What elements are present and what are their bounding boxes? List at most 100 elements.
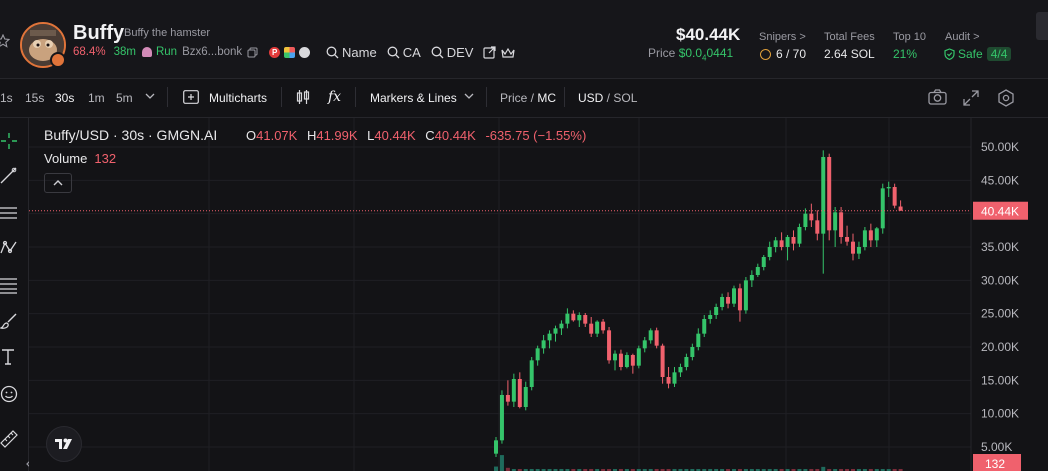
interval-1s[interactable]: 1s bbox=[0, 91, 13, 105]
volume-bar bbox=[517, 469, 522, 471]
markers-dropdown-chevron-icon[interactable] bbox=[464, 93, 474, 100]
candle-body bbox=[749, 275, 754, 281]
candle-body bbox=[714, 307, 719, 315]
price-label: Price bbox=[648, 46, 676, 60]
shield-check-icon bbox=[944, 48, 955, 60]
candle-body bbox=[666, 377, 671, 384]
interval-30s[interactable]: 30s bbox=[55, 91, 75, 105]
volume-bar bbox=[767, 469, 772, 471]
candle-body bbox=[505, 395, 510, 402]
interval-1m[interactable]: 1m bbox=[88, 91, 105, 105]
multicharts-button[interactable]: Multicharts bbox=[209, 91, 268, 105]
candle-body bbox=[499, 395, 504, 441]
snipers-value: 6 / 70 bbox=[776, 47, 807, 61]
price-chart[interactable]: 50.00K45.00K40.00K35.00K30.00K25.00K20.0… bbox=[29, 118, 1048, 471]
price-toggle-option[interactable]: Price bbox=[500, 91, 528, 105]
emoji-icon[interactable] bbox=[0, 385, 18, 403]
candle-body bbox=[726, 297, 731, 304]
trend-line-icon[interactable] bbox=[0, 166, 18, 184]
volume-bar bbox=[559, 469, 564, 471]
last-volume-tag bbox=[973, 454, 1021, 471]
last-price-tag bbox=[973, 201, 1028, 220]
volume-bar bbox=[494, 466, 498, 471]
volume-bar bbox=[732, 469, 736, 471]
pinterest-icon[interactable]: P bbox=[269, 46, 281, 58]
search-name-link[interactable]: Name bbox=[342, 45, 377, 60]
fullscreen-icon[interactable] bbox=[963, 90, 979, 106]
candle-body bbox=[565, 313, 570, 324]
candles-style-icon[interactable] bbox=[296, 89, 310, 105]
brush-icon[interactable] bbox=[0, 312, 18, 330]
y-axis-tick-label: 15.00K bbox=[981, 373, 1019, 387]
tradingview-logo-icon[interactable] bbox=[46, 426, 82, 462]
crown-icon[interactable] bbox=[501, 47, 516, 59]
interval-dropdown-chevron-icon[interactable] bbox=[145, 93, 155, 100]
copy-icon[interactable] bbox=[247, 47, 258, 58]
multicharts-icon[interactable] bbox=[183, 90, 199, 104]
volume-bar bbox=[785, 469, 790, 471]
interval-15s[interactable]: 15s bbox=[25, 91, 45, 105]
volume-bar bbox=[583, 469, 588, 471]
fib-retracement-icon[interactable] bbox=[0, 276, 18, 294]
panel-toggle-handle[interactable] bbox=[1036, 12, 1048, 40]
volume-bar bbox=[601, 469, 606, 471]
volume-bar bbox=[571, 469, 576, 471]
candle-body bbox=[648, 330, 653, 341]
multi-link-icon[interactable] bbox=[284, 46, 296, 58]
volume-bar bbox=[737, 469, 742, 471]
candle-body bbox=[720, 297, 725, 307]
snipers-label[interactable]: Snipers > bbox=[759, 31, 806, 43]
external-link-icon[interactable] bbox=[483, 46, 497, 59]
price-mc-toggle[interactable]: Price / MC bbox=[500, 91, 557, 105]
text-tool-icon[interactable] bbox=[0, 348, 18, 366]
ohlc-high-value: 41.99K bbox=[316, 128, 358, 143]
candle-body bbox=[529, 360, 534, 387]
candle-body bbox=[511, 379, 516, 402]
contract-address[interactable]: Bzx6...bonk bbox=[182, 46, 243, 58]
collapse-legend-button[interactable] bbox=[44, 173, 72, 193]
candle-body bbox=[642, 340, 647, 349]
crosshair-icon[interactable] bbox=[0, 132, 18, 150]
horizontal-lines-icon[interactable] bbox=[0, 204, 18, 222]
price-change: 68.4% bbox=[73, 46, 106, 58]
volume-bar bbox=[648, 469, 653, 471]
candle-body bbox=[845, 237, 850, 242]
audit-label[interactable]: Audit > bbox=[945, 31, 980, 43]
currency-toggle[interactable]: USD / SOL bbox=[578, 91, 638, 105]
platform-label: Run bbox=[155, 46, 178, 58]
ruler-icon[interactable] bbox=[0, 430, 18, 448]
interval-5m[interactable]: 5m bbox=[116, 91, 133, 105]
y-axis-tick-label: 5.00K bbox=[981, 440, 1012, 454]
pattern-icon[interactable] bbox=[0, 239, 18, 257]
volume-bar bbox=[803, 469, 808, 471]
volume-bar bbox=[684, 469, 689, 471]
volume-bar bbox=[898, 469, 903, 471]
volume-bar bbox=[833, 469, 838, 471]
volume-bar bbox=[565, 469, 570, 471]
search-dev-link[interactable]: DEV bbox=[446, 45, 474, 60]
volume-bar bbox=[529, 469, 534, 471]
search-ca-link[interactable]: CA bbox=[402, 45, 421, 60]
candle-body bbox=[892, 187, 897, 206]
menu-circle-icon[interactable] bbox=[299, 46, 311, 58]
sol-toggle-option[interactable]: SOL bbox=[613, 91, 638, 105]
toolbar-divider bbox=[486, 87, 487, 107]
favorite-star-icon[interactable] bbox=[0, 34, 10, 48]
candle-body bbox=[851, 241, 855, 254]
volume-bar bbox=[696, 469, 701, 471]
top10-value: 21% bbox=[893, 47, 918, 61]
search-icon bbox=[387, 46, 400, 59]
indicators-button[interactable]: fx bbox=[328, 89, 342, 105]
mc-toggle-option[interactable]: MC bbox=[537, 91, 557, 105]
camera-icon[interactable] bbox=[928, 89, 947, 105]
markers-lines-button[interactable]: Markers & Lines bbox=[370, 91, 457, 105]
chart-background bbox=[29, 118, 1048, 471]
usd-toggle-option[interactable]: USD bbox=[578, 91, 604, 105]
y-axis-tick-label: 25.00K bbox=[981, 307, 1019, 321]
candle-body bbox=[833, 212, 838, 231]
settings-hexagon-icon[interactable] bbox=[997, 89, 1015, 107]
y-axis-tick-label: 50.00K bbox=[981, 140, 1019, 154]
volume-bar bbox=[708, 469, 713, 471]
ohlc-high-key: H bbox=[306, 128, 317, 143]
toolbar-divider bbox=[167, 87, 168, 107]
